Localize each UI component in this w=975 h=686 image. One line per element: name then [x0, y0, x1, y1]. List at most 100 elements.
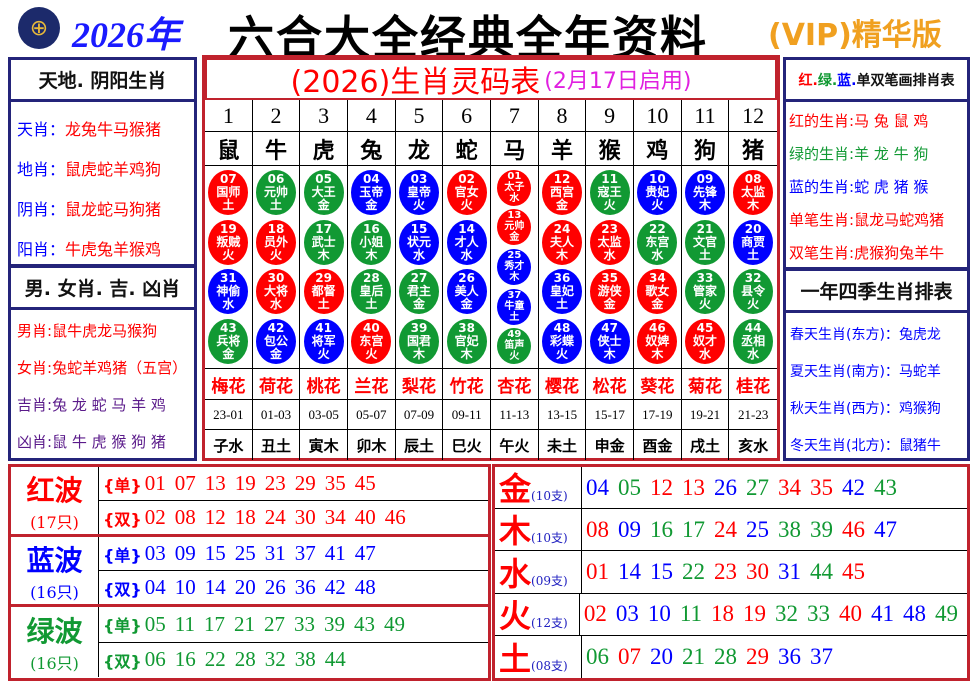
wave-number: 36	[294, 575, 316, 599]
parity-tag: {单}	[103, 475, 142, 495]
ball-name: 夫人	[549, 234, 574, 249]
ball-el: 水	[412, 247, 425, 262]
ball-el: 木	[651, 346, 664, 361]
number-ball: 33 管家火	[684, 269, 725, 315]
ball-el: 水	[269, 297, 282, 312]
ball-n: 25	[507, 249, 522, 261]
ball-el: 火	[222, 247, 235, 262]
number-ball: 02 官女火	[446, 170, 487, 216]
earthly-branch: 巳火	[443, 430, 491, 460]
time-range: 19-21	[681, 400, 730, 430]
title-part: 绿.	[817, 72, 838, 89]
column-number: 8	[538, 100, 587, 132]
element-number: 30	[746, 558, 769, 584]
element-number: 46	[842, 516, 865, 542]
wave-number: 04	[144, 575, 166, 599]
ball-el: 金	[269, 346, 282, 361]
number-ball: 40 东宫火	[351, 318, 392, 364]
ball-el: 土	[269, 198, 282, 213]
ball-n: 37	[507, 289, 522, 301]
earthly-branch: 申金	[586, 430, 634, 460]
element-number: 28	[714, 643, 737, 669]
ball-name: 太监	[597, 234, 622, 249]
item-label: 红的生肖:	[789, 112, 855, 130]
item-value: 马蛇羊	[898, 363, 941, 380]
element-number: 04	[586, 474, 609, 500]
wave-number: 03	[144, 541, 166, 565]
item-value: 龙兔牛马猴猪	[65, 120, 162, 139]
ball-el: 火	[460, 198, 473, 213]
ball-column: 10 贵妃火 22 东宫水 34 歌女金 46 奴婢木	[634, 166, 682, 369]
flower: 荷花	[252, 369, 301, 400]
ball-name: 牛童	[504, 300, 525, 312]
element-number: 36	[778, 643, 801, 669]
panel-title: 男. 女肖. 吉. 凶肖	[11, 268, 194, 310]
ball-el: 金	[509, 232, 520, 244]
wave-number: 19	[234, 471, 256, 495]
earthly-branch: 戌土	[682, 430, 730, 460]
column-number: 12	[729, 100, 777, 132]
zodiac: 兔	[348, 132, 396, 166]
number-ball: 26 美人金	[446, 269, 487, 315]
earthly-branch: 辰土	[396, 430, 444, 460]
list-item: 阴肖： 鼠龙蛇马狗猪	[11, 188, 194, 228]
list-item: 蓝的生肖: 蛇 虎 猪 猴	[786, 170, 967, 203]
ball-name: 奴才	[692, 333, 717, 348]
gender-luck-panel: 男. 女肖. 吉. 凶肖 男肖: 鼠牛虎龙马猴狗 女肖: 兔蛇羊鸡猪（五宫） 吉肖: 兔 …	[8, 265, 197, 461]
flower: 杏花	[491, 369, 539, 400]
table-title-main: (2026)生肖灵码表	[290, 65, 541, 100]
wave-number: 11	[174, 611, 196, 636]
wave-label: 红波 (17只)	[11, 467, 99, 534]
number-ball: 05 大王金	[303, 170, 344, 216]
ball-name: 东宫	[645, 234, 670, 249]
ball-el: 水	[509, 192, 520, 204]
ball-el: 土	[365, 297, 378, 312]
number-ball: 07 国师土	[208, 170, 249, 216]
element-number: 22	[682, 558, 705, 584]
title-part: 红.	[798, 72, 818, 89]
earthly-branch: 卯木	[348, 430, 396, 460]
column-number: 11	[681, 100, 730, 132]
number-ball: 09 先锋木	[684, 170, 725, 216]
ball-name: 官女	[454, 185, 479, 200]
number-ball: 48 彩蝶火	[541, 318, 582, 364]
wave-number: 38	[294, 647, 316, 672]
number-ball: 13 元帅金	[497, 209, 532, 246]
element-count: (09支)	[531, 573, 568, 588]
item-value: 虎猴狗兔羊牛	[854, 244, 945, 262]
ball-el: 金	[317, 198, 330, 213]
wave-number: 18	[234, 505, 256, 529]
element-label: 金 (10支)	[495, 467, 582, 509]
ball-n: 48	[553, 320, 571, 335]
wave-number: 48	[354, 575, 376, 599]
wave-row: {单} 05 11 17 21 27 33 39 43 49	[99, 607, 488, 643]
wave-number: 14	[204, 575, 226, 599]
earthly-branch: 未土	[539, 430, 587, 460]
time-range: 11-13	[491, 400, 539, 430]
wave-number: 30	[294, 505, 316, 529]
element-number: 24	[714, 516, 737, 542]
ball-n: 14	[458, 221, 475, 236]
heaven-earth-panel: 天地. 阴阳生肖 天肖： 龙兔牛马猴猪 地肖： 鼠虎蛇羊鸡狗 阴肖： 鼠龙蛇马狗猪 阳肖：牛…	[8, 57, 197, 267]
ball-name: 状元	[406, 234, 431, 249]
element-number: 31	[778, 558, 801, 584]
element-number: 34	[778, 474, 801, 500]
element-number: 43	[874, 474, 897, 500]
ball-name: 太子	[504, 181, 525, 193]
zodiac: 鼠	[205, 132, 253, 166]
wave-name: 蓝波	[26, 543, 83, 577]
ball-name: 大将	[263, 284, 288, 299]
wave-number: 06	[144, 647, 166, 672]
wave-number: 45	[354, 471, 376, 495]
element-row: 水 (09支) 01 14 15 22 23 30 31 44 45	[495, 551, 967, 594]
ball-name: 秀才	[504, 260, 525, 272]
time-range: 07-09	[395, 400, 444, 430]
ball-n: 32	[744, 271, 762, 286]
wave-row: {单} 01 07 13 19 23 29 35 45	[99, 467, 488, 501]
ball-name: 寇王	[597, 185, 622, 200]
wave-section: 蓝波 (16只) {单} 03 09 15 25 31 37 41 47 {双} 04 10 14 20 26 3…	[11, 537, 488, 607]
balls-row: 07 国师土 19 叛贼火 31 神偷水 43 兵将金 06 元帅土 18 员外火 30 大将水 42 包公金…	[205, 166, 777, 369]
wave-number: 16	[174, 647, 196, 672]
item-value: 兔蛇羊鸡猪（五宫）	[52, 359, 188, 377]
number-ball: 39 国君木	[398, 318, 439, 364]
